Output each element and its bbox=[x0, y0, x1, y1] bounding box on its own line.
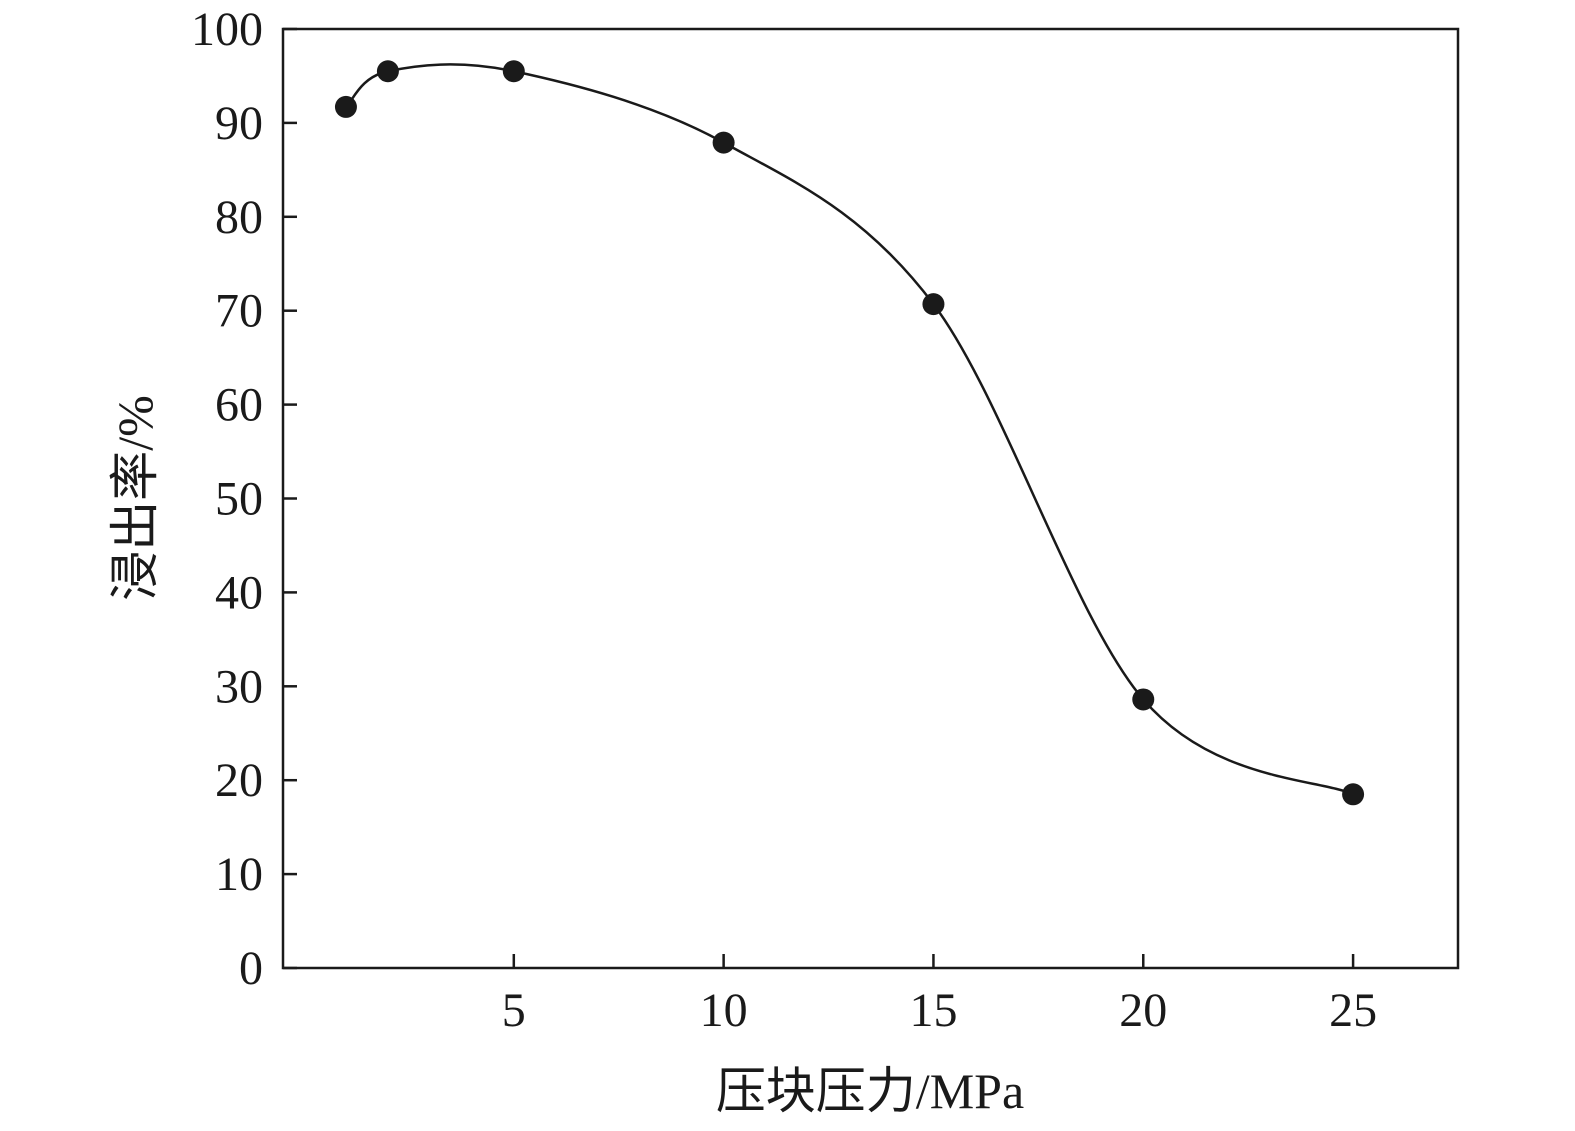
y-tick-label: 10 bbox=[215, 848, 263, 901]
series-line bbox=[345, 63, 1354, 796]
y-axis-ticks: 0 10 20 30 40 50 60 70 80 90 100 bbox=[191, 3, 297, 995]
y-tick-label: 60 bbox=[215, 379, 263, 432]
y-tick-label: 90 bbox=[215, 97, 263, 150]
x-tick-label: 15 bbox=[909, 984, 957, 1037]
data-point bbox=[376, 60, 399, 83]
y-tick-label: 80 bbox=[215, 191, 263, 244]
x-tick-label: 10 bbox=[700, 984, 748, 1037]
data-point bbox=[922, 293, 945, 316]
y-tick-label: 70 bbox=[215, 285, 263, 338]
y-tick-label: 20 bbox=[215, 754, 263, 807]
y-tick-label: 30 bbox=[215, 660, 263, 713]
y-axis-label: 浸出率/% bbox=[107, 395, 163, 601]
y-tick-label: 50 bbox=[215, 473, 263, 526]
data-point bbox=[1342, 783, 1365, 806]
data-point bbox=[334, 95, 357, 118]
y-tick-label: 40 bbox=[215, 566, 263, 619]
x-axis-label: 压块压力/MPa bbox=[716, 1063, 1024, 1119]
data-point bbox=[1132, 688, 1155, 711]
x-tick-label: 5 bbox=[502, 984, 526, 1037]
x-tick-label: 20 bbox=[1119, 984, 1167, 1037]
data-point bbox=[502, 60, 525, 83]
x-axis-ticks: 5 10 15 20 25 bbox=[502, 954, 1377, 1037]
plot-frame bbox=[281, 27, 1460, 970]
y-tick-label: 100 bbox=[191, 3, 263, 56]
data-points bbox=[334, 60, 1365, 806]
y-tick-label: 0 bbox=[239, 942, 263, 995]
data-point bbox=[712, 131, 735, 154]
x-tick-label: 25 bbox=[1329, 984, 1377, 1037]
